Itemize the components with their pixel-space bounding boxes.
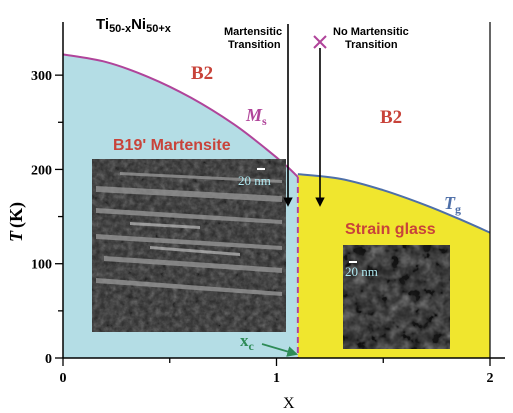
cross-marker	[313, 35, 327, 49]
y-tick-label-4: 200	[31, 163, 52, 178]
martensite-plates	[96, 172, 282, 296]
x-tick-label-2: 1	[273, 371, 280, 386]
tem-image-strain-glass: 20 nm	[343, 245, 450, 349]
y-axis-label: T(K)	[6, 202, 27, 242]
annotation-no-martensitic-2: Transition	[345, 39, 398, 51]
label-tg: Tg	[444, 193, 461, 216]
label-xc: xc	[240, 331, 255, 353]
annotation-no-martensitic-1: No Martensitic	[333, 26, 409, 38]
scale-bar-label-2: 20 nm	[345, 264, 378, 279]
y-tick-label-0: 0	[45, 352, 52, 367]
arrow-xc	[261, 343, 299, 357]
tg-curve	[297, 173, 491, 234]
annotation-martensitic-1: Martensitic	[224, 26, 282, 38]
label-strain-glass: Strain glass	[345, 221, 436, 238]
y-tick-label-6: 300	[31, 69, 52, 84]
tem-image-martensite: 20 nm	[92, 159, 286, 332]
x-tick-label-4: 2	[487, 371, 494, 386]
label-martensite: B19' Martensite	[113, 137, 231, 154]
axis-ticks: 0 1 2 0 100 200 300	[31, 69, 494, 386]
label-ms: Ms	[245, 105, 267, 128]
y-tick-label-2: 100	[31, 258, 52, 273]
label-b2-left: B2	[191, 63, 213, 84]
scale-bar-label-1: 20 nm	[238, 173, 271, 188]
annotation-martensitic-2: Transition	[228, 39, 281, 51]
x-axis-label: X	[283, 395, 295, 412]
x-tick-label-0: 0	[60, 371, 67, 386]
label-b2-right: B2	[380, 107, 402, 128]
chart-title: Ti50-xNi50+x	[96, 16, 172, 35]
